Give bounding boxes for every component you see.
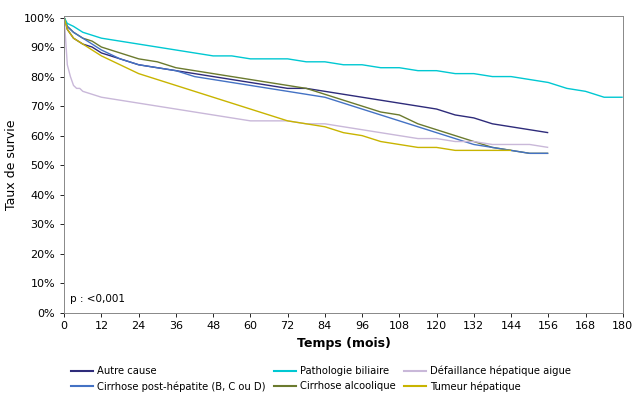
Text: p : <0,001: p : <0,001 xyxy=(71,294,125,304)
X-axis label: Temps (mois): Temps (mois) xyxy=(297,337,390,350)
Y-axis label: Taux de survie: Taux de survie xyxy=(5,119,18,210)
Legend: Autre cause, Cirrhose post-hépatite (B, C ou D), Pathologie biliaire, Cirrhose a: Autre cause, Cirrhose post-hépatite (B, … xyxy=(71,366,571,392)
